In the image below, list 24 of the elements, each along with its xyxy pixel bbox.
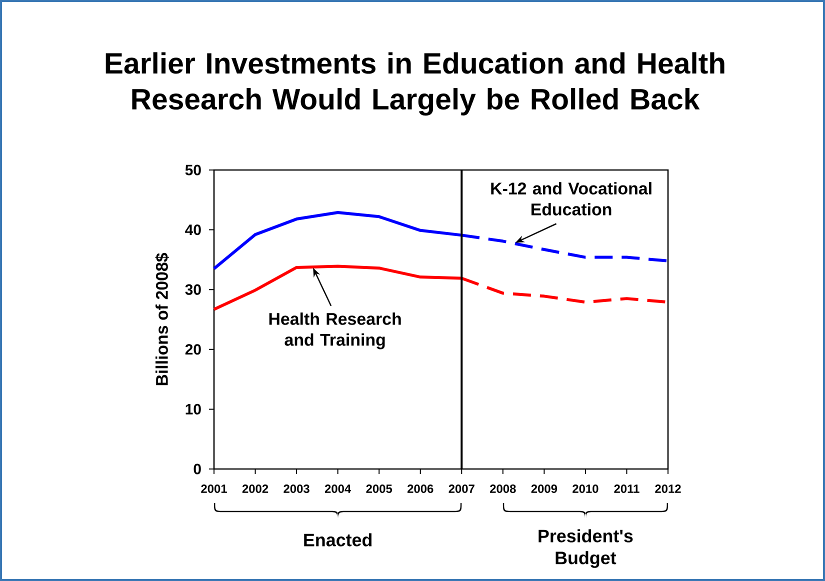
y-axis-title: Billions of 2008$ xyxy=(155,252,170,386)
x-tick-label: 2002 xyxy=(242,484,268,493)
chart-title: Earlier Investments in Education and Health Research Would Largely be Rolled Back xyxy=(106,52,724,116)
x-tick-label: 2009 xyxy=(531,484,558,493)
y-tick-label: 20 xyxy=(185,344,201,355)
x-tick-label: 2003 xyxy=(284,484,310,494)
y-tick-label: 0 xyxy=(194,464,201,474)
x-tick-label: 2001 xyxy=(201,484,227,493)
text: Enacted xyxy=(304,533,372,546)
x-tick-label: 2005 xyxy=(366,484,392,493)
y-tick-label: 10 xyxy=(186,404,201,414)
x-tick-label: 2007 xyxy=(448,484,474,493)
y-tick-label: 30 xyxy=(185,284,201,295)
annotation: Health Research and Training xyxy=(269,312,401,350)
text: President's Budget xyxy=(538,529,633,568)
x-tick-label: 2011 xyxy=(614,484,640,493)
x-tick-label: 2006 xyxy=(407,484,434,493)
annotation: K-12 and Vocational Education xyxy=(491,182,652,216)
y-tick-label: 50 xyxy=(185,164,201,176)
x-tick-label: 2012 xyxy=(655,484,681,493)
x-tick-label: 2010 xyxy=(572,484,598,493)
x-tick-label: 2004 xyxy=(324,484,352,493)
y-tick-label: 40 xyxy=(185,224,201,236)
x-tick-label: 2008 xyxy=(490,484,516,493)
